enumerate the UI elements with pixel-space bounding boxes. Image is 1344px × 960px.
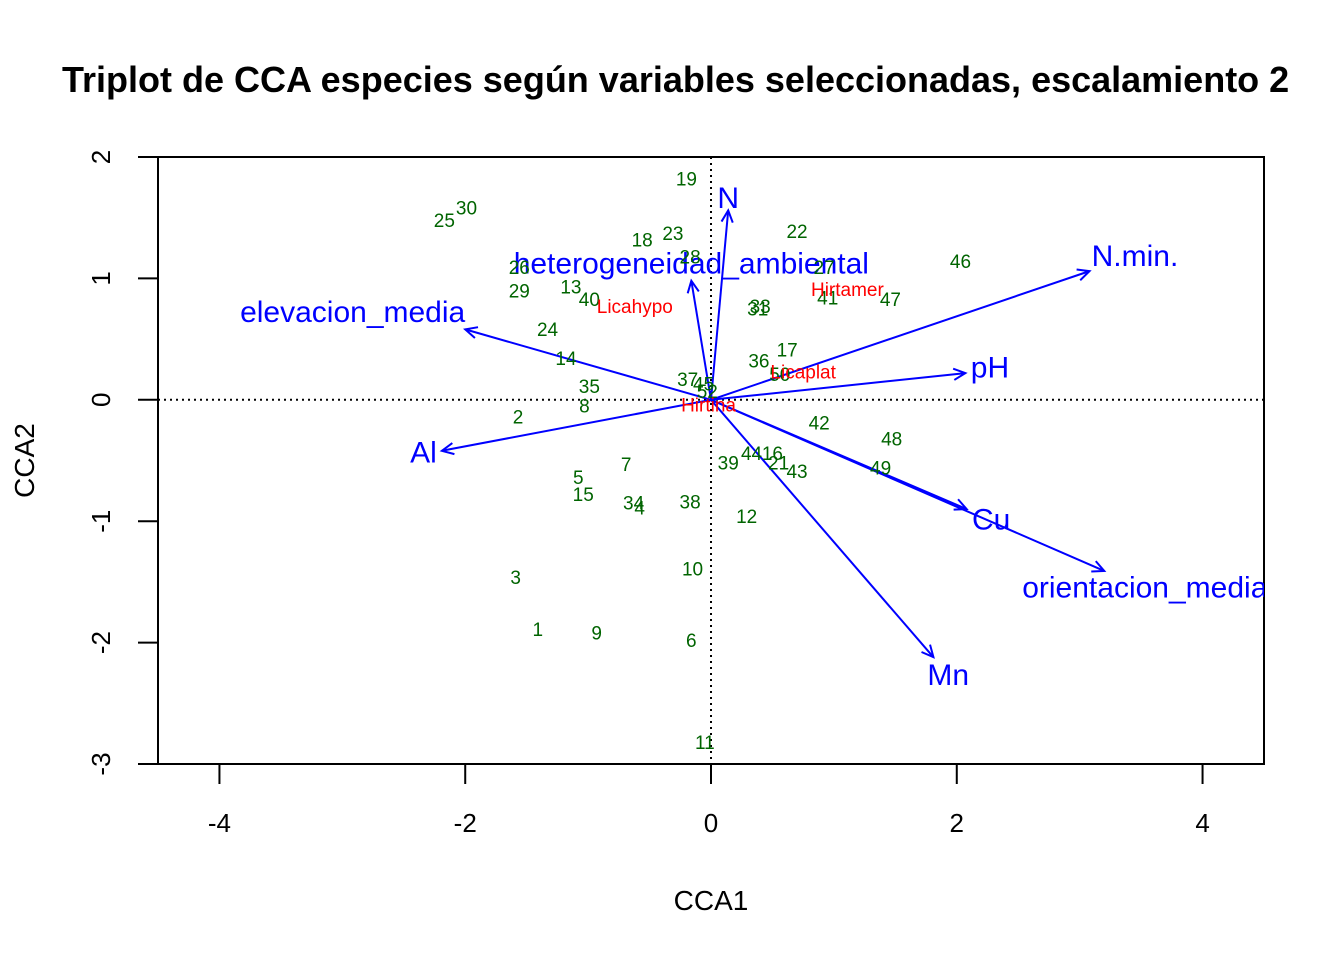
env-arrowhead (1091, 560, 1107, 573)
site-point-label: 52 (697, 382, 718, 403)
site-point-label: 35 (579, 377, 600, 398)
env-arrowhead (720, 208, 734, 223)
env-arrow-line (690, 280, 712, 400)
site-point-label: 44 (741, 444, 763, 465)
y-tick-label: -3 (86, 752, 116, 775)
site-point-label: 41 (817, 289, 838, 310)
y-axis-label: CCA2 (9, 423, 40, 498)
site-point-label: 37 (677, 370, 698, 391)
x-tick-label: 2 (950, 808, 964, 838)
site-point-label: 50 (769, 365, 790, 386)
env-vector-label: N.min. (1092, 240, 1179, 273)
site-point-label: 2 (513, 408, 524, 429)
env-vector-label: elevacion_media (240, 296, 465, 329)
env-vector-label: Cu (972, 503, 1010, 536)
site-point-label: 26 (509, 258, 530, 279)
env-arrowhead (463, 326, 479, 339)
site-point-label: 33 (750, 297, 771, 318)
env-arrow-line (710, 399, 935, 658)
x-tick-label: 0 (704, 808, 718, 838)
site-point-label: 47 (880, 290, 901, 311)
site-point-label: 16 (762, 444, 783, 465)
x-axis-label: CCA1 (674, 885, 749, 916)
site-point-label: 13 (560, 278, 581, 299)
x-tick-label: -4 (208, 808, 231, 838)
x-tick-label: -2 (454, 808, 477, 838)
env-arrowhead (1076, 268, 1092, 281)
site-point-label: 4 (634, 499, 645, 520)
env-vector-label: Al (410, 437, 437, 470)
site-point-label: 7 (621, 455, 632, 476)
site-point-label: 43 (786, 462, 807, 483)
chart-title: Triplot de CCA especies según variables … (62, 59, 1289, 100)
site-point-label: 38 (680, 492, 701, 513)
species-point-label: Licahypo (597, 297, 673, 318)
env-vector-label: pH (971, 352, 1009, 385)
env-arrow-line (710, 372, 966, 401)
env-vector-label: N (717, 182, 739, 215)
species-scores: Licahypo Hirtamer Licaplat Hirtina (597, 280, 885, 416)
site-scores: 1234567891011121314151617181921222324252… (434, 170, 971, 754)
site-point-label: 27 (813, 258, 834, 279)
site-point-label: 42 (809, 414, 830, 435)
site-point-label: 24 (537, 320, 559, 341)
y-tick-label: 2 (86, 150, 116, 164)
site-point-label: 22 (786, 222, 807, 243)
site-point-label: 19 (676, 170, 697, 191)
x-tick-label: 4 (1195, 808, 1209, 838)
site-point-label: 12 (736, 507, 757, 528)
site-point-label: 34 (623, 494, 645, 515)
site-point-label: 39 (718, 454, 739, 475)
site-point-label: 8 (579, 397, 590, 418)
env-arrowhead (439, 442, 455, 456)
site-point-label: 3 (510, 568, 521, 589)
env-arrow-line (710, 270, 1090, 401)
env-arrowhead (686, 278, 700, 294)
site-point-label: 31 (747, 299, 768, 320)
y-tick-label: -1 (86, 510, 116, 533)
env-arrow-line (710, 210, 730, 400)
env-arrowhead (952, 367, 968, 381)
env-arrowhead (953, 498, 969, 511)
site-point-label: 14 (555, 349, 577, 370)
y-tick-label: 1 (86, 271, 116, 285)
env-arrow-line (710, 398, 1105, 572)
site-point-label: 46 (950, 252, 971, 273)
y-tick-label: -2 (86, 631, 116, 654)
species-point-label: Licaplat (770, 363, 836, 384)
site-point-label: 48 (881, 429, 902, 450)
site-point-label: 11 (695, 733, 715, 754)
site-point-label: 9 (591, 624, 602, 645)
site-point-label: 5 (573, 468, 584, 489)
site-point-label: 28 (680, 247, 701, 268)
x-axis: -4 -2 0 2 4 (208, 763, 1210, 838)
site-point-label: 25 (434, 211, 455, 232)
site-point-label: 10 (682, 559, 703, 580)
env-vector-label: heterogeneidad_ambiental (514, 247, 869, 280)
env-vector-label: Mn (927, 659, 969, 692)
site-point-label: 29 (509, 281, 530, 302)
site-point-label: 17 (777, 341, 798, 362)
site-point-label: 15 (573, 485, 594, 506)
site-point-label: 21 (768, 454, 789, 475)
site-point-label: 6 (686, 631, 697, 652)
env-vector-label: orientacion_media (1022, 571, 1267, 604)
site-point-label: 30 (456, 199, 477, 220)
y-tick-label: 0 (86, 393, 116, 407)
env-arrow-line (464, 328, 712, 401)
env-arrowhead (921, 644, 935, 659)
site-point-label: 45 (693, 375, 714, 396)
site-point-label: 40 (579, 290, 600, 311)
site-point-label: 49 (870, 458, 891, 479)
y-axis: -3 -2 -1 0 1 2 (86, 150, 159, 776)
species-point-label: Hirtamer (811, 280, 885, 301)
site-point-label: 36 (748, 352, 769, 373)
env-arrow-line (441, 398, 712, 452)
species-point-label: Hirtina (681, 395, 736, 416)
site-point-label: 18 (632, 230, 653, 251)
site-point-label: 1 (532, 620, 543, 641)
site-point-label: 23 (662, 224, 683, 245)
